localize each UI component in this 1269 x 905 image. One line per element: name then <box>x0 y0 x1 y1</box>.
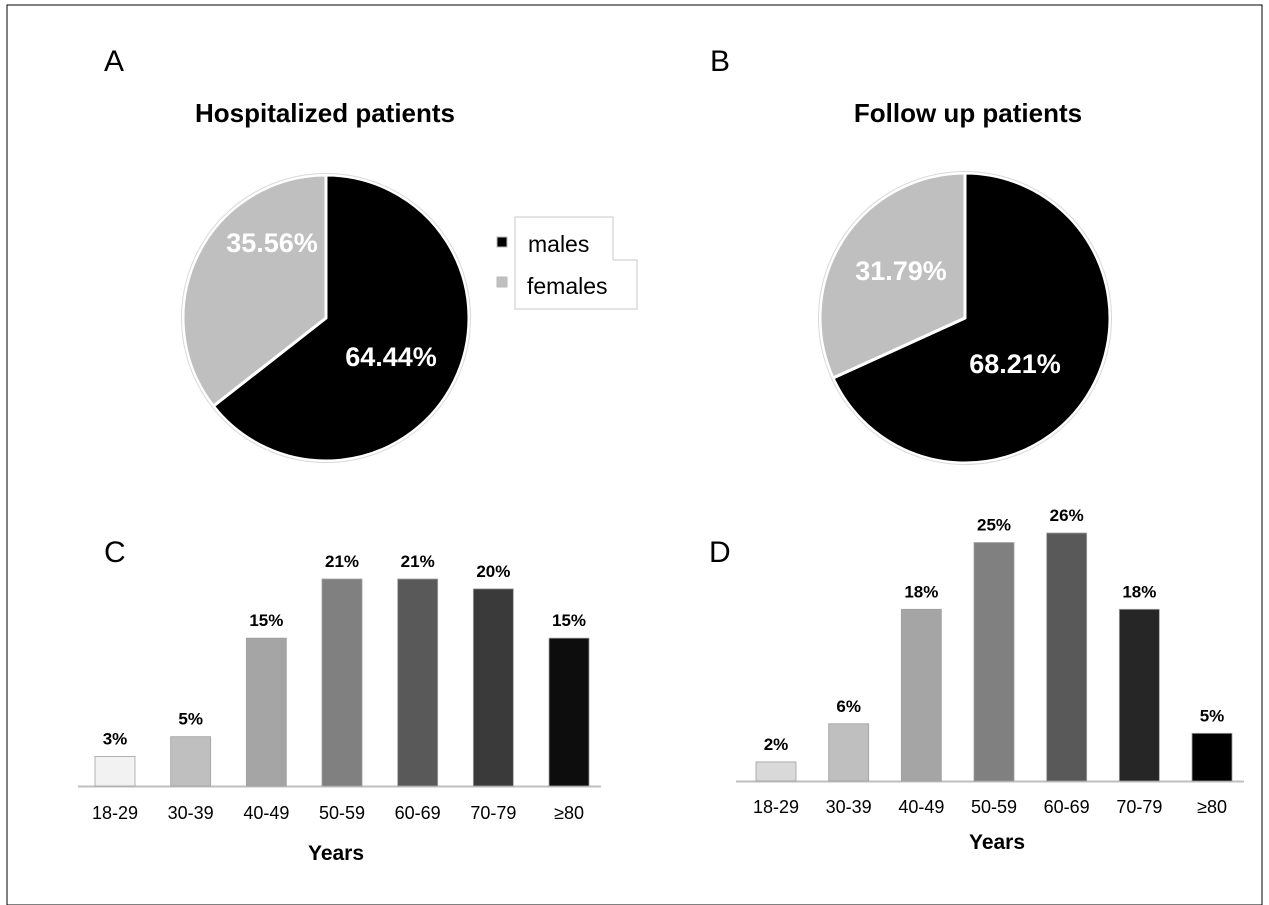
panel-c-letter: C <box>104 536 126 569</box>
bar-c-value-label-6: 15% <box>552 611 586 630</box>
pie-b-slice-females <box>818 171 967 380</box>
panel-d-letter: D <box>709 536 731 569</box>
pie-a-outline <box>181 173 471 463</box>
legend: males females <box>496 216 638 310</box>
bar-d-tick-label-5: 70-79 <box>1116 797 1162 817</box>
panel-d-xlabel: Years <box>969 831 1025 854</box>
bar-d-value-label-0: 2% <box>764 735 789 754</box>
bar-c-value-label-5: 20% <box>476 562 510 581</box>
legend-frame <box>514 216 638 310</box>
panel-a-title: Hospitalized patients <box>195 98 455 128</box>
bar-c-tick-label-5: 70-79 <box>470 803 516 823</box>
bar-c-tick-label-2: 40-49 <box>243 803 289 823</box>
bar-c-4 <box>397 578 439 787</box>
bar-d-4 <box>1046 532 1088 782</box>
bar-c-tick-label-4: 60-69 <box>395 803 441 823</box>
legend-swatch-males <box>496 236 508 248</box>
bar-d-0 <box>755 761 797 782</box>
bar-c-6 <box>548 637 590 787</box>
panel-b-letter: B <box>710 45 730 78</box>
panel-d: D 2% 18-29 6% 30-39 18% 40-49 25% 50-59 26% 60-69… <box>709 506 1244 854</box>
legend-item-females: females <box>496 273 608 299</box>
bar-d-value-label-4: 26% <box>1050 506 1084 525</box>
bar-c-1 <box>170 736 212 787</box>
bar-c-tick-label-0: 18-29 <box>92 803 138 823</box>
bar-c-5 <box>472 588 514 787</box>
pie-a-label-males: 64.44% <box>345 342 437 372</box>
bar-d-tick-label-3: 50-59 <box>971 797 1017 817</box>
bar-c-tick-label-1: 30-39 <box>168 803 214 823</box>
bar-d-tick-label-6: ≥80 <box>1197 797 1227 817</box>
pie-a-slice-females <box>181 173 328 408</box>
bar-c-3 <box>321 578 363 787</box>
panel-a-letter: A <box>104 45 124 78</box>
bar-d-value-label-5: 18% <box>1122 582 1156 601</box>
bar-d-tick-label-1: 30-39 <box>826 797 872 817</box>
panel-c: C 3% 18-29 5% 30-39 15% 40-49 21% 50-59 21% 60-69… <box>78 536 601 865</box>
bar-d-value-label-2: 18% <box>904 582 938 601</box>
bar-c-value-label-3: 21% <box>325 552 359 571</box>
bar-c-tick-label-6: ≥80 <box>554 803 584 823</box>
legend-item-males: males <box>496 231 589 257</box>
bar-d-1 <box>828 723 870 782</box>
pie-b-slice-males <box>831 171 1112 465</box>
bar-d-6 <box>1191 732 1233 782</box>
pie-chart-a: 64.44% 35.56% <box>181 173 471 463</box>
legend-swatch-females <box>496 276 508 288</box>
bar-d-value-label-3: 25% <box>977 516 1011 535</box>
bar-d-tick-label-4: 60-69 <box>1044 797 1090 817</box>
bar-d-2 <box>900 608 942 782</box>
bar-c-value-label-4: 21% <box>401 552 435 571</box>
bar-d-tick-label-2: 40-49 <box>898 797 944 817</box>
pie-a-slice-males <box>211 173 471 463</box>
bar-c-value-label-1: 5% <box>178 710 203 729</box>
pie-a-label-females: 35.56% <box>226 228 318 258</box>
bar-c-tick-label-3: 50-59 <box>319 803 365 823</box>
legend-label-females: females <box>527 273 608 299</box>
bar-c-value-label-0: 3% <box>103 729 128 748</box>
bar-d-5 <box>1118 608 1160 782</box>
bar-d-3 <box>973 542 1015 782</box>
pie-b-label-females: 31.79% <box>855 256 947 286</box>
bar-c-value-label-2: 15% <box>249 611 283 630</box>
panel-a: A Hospitalized patients 64.44% 35.56% <box>104 45 471 463</box>
bar-d-value-label-1: 6% <box>836 697 861 716</box>
bar-chart-d: 2% 18-29 6% 30-39 18% 40-49 25% 50-59 26% 60-69 18… <box>736 506 1244 817</box>
bar-c-2 <box>245 637 287 787</box>
bar-c-0 <box>94 756 136 787</box>
pie-b-outline <box>818 171 1112 465</box>
panel-b: B Follow up patients 68.21% 31.79% <box>710 45 1112 465</box>
pie-b-label-males: 68.21% <box>969 349 1061 379</box>
legend-label-males: males <box>528 231 589 257</box>
bar-d-tick-label-0: 18-29 <box>753 797 799 817</box>
panel-b-title: Follow up patients <box>854 98 1082 128</box>
bar-d-value-label-6: 5% <box>1200 706 1225 725</box>
pie-chart-b: 68.21% 31.79% <box>818 171 1112 465</box>
panel-c-xlabel: Years <box>308 842 364 865</box>
bar-chart-c: 3% 18-29 5% 30-39 15% 40-49 21% 50-59 21% 60-69 20… <box>78 552 601 823</box>
